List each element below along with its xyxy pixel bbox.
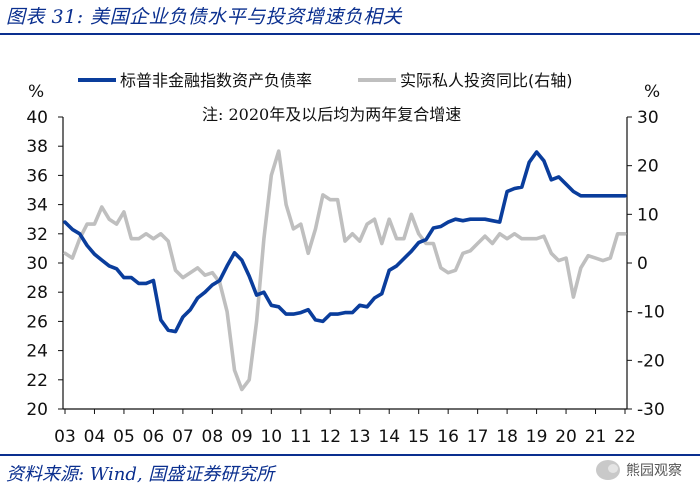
x-axis-tick-label: 21 <box>585 427 607 447</box>
x-axis-tick-label: 19 <box>526 427 548 447</box>
legend-label-investment: 实际私人投资同比(右轴) <box>400 71 573 90</box>
right-axis-tick-label: -10 <box>637 303 665 323</box>
source-note: 资料来源: Wind, 国盛证券研究所 <box>6 464 275 485</box>
legend-label-leverage: 标普非金融指数资产负债率 <box>120 71 312 90</box>
watermark: 熊园观察 <box>596 460 682 480</box>
x-axis-tick-label: 15 <box>408 427 430 447</box>
x-axis-tick-label: 22 <box>614 427 636 447</box>
left-axis-unit: % <box>28 82 44 102</box>
chart-annotation: 注: 2020年及以后均为两年复合增速 <box>202 105 461 124</box>
x-axis-tick-label: 14 <box>378 427 400 447</box>
x-axis-tick-label: 13 <box>349 427 371 447</box>
left-axis-tick-label: 36 <box>26 166 48 186</box>
left-axis-tick-label: 34 <box>26 196 48 216</box>
left-axis-tick-label: 24 <box>26 342 48 362</box>
watermark-label: 熊园观察 <box>626 463 682 479</box>
x-axis-tick-label: 06 <box>143 427 165 447</box>
x-axis-tick-label: 09 <box>231 427 253 447</box>
x-axis-tick-label: 16 <box>437 427 459 447</box>
left-axis-tick-label: 38 <box>26 137 48 157</box>
figure-title: 图表 31: 美国企业负债水平与投资增速负相关 <box>6 6 403 28</box>
left-axis-tick-label: 26 <box>26 312 48 332</box>
title-rule <box>0 33 700 35</box>
x-axis-tick-label: 07 <box>172 427 194 447</box>
left-axis-tick-label: 22 <box>26 371 48 391</box>
series-line-leverage <box>63 150 627 334</box>
x-axis-tick-label: 11 <box>290 427 312 447</box>
left-axis-tick-label: 28 <box>26 283 48 303</box>
x-axis-tick-label: 05 <box>113 427 135 447</box>
x-axis-tick-label: 18 <box>496 427 518 447</box>
right-axis-unit: % <box>644 82 660 102</box>
x-axis-tick-label: 04 <box>84 427 106 447</box>
left-axis-tick-label: 40 <box>26 108 48 128</box>
left-axis-tick-label: 20 <box>26 400 48 420</box>
right-axis-tick-label: -20 <box>637 351 665 371</box>
left-axis-tick-label: 32 <box>26 225 48 245</box>
left-axis-tick-label: 30 <box>26 254 48 274</box>
right-axis-tick-label: 20 <box>637 157 659 177</box>
x-axis-tick-label: 03 <box>54 427 76 447</box>
x-axis-tick-label: 08 <box>202 427 224 447</box>
right-axis-tick-label: -30 <box>637 400 665 420</box>
right-axis-tick-label: 10 <box>637 205 659 225</box>
series-line-investment <box>63 149 627 392</box>
x-axis-tick-label: 10 <box>260 427 282 447</box>
x-axis-tick-label: 17 <box>467 427 489 447</box>
x-axis-tick-label: 12 <box>319 427 341 447</box>
wechat-icon <box>596 460 620 480</box>
source-rule <box>0 454 700 456</box>
right-axis-tick-label: 30 <box>637 108 659 128</box>
x-axis-tick-label: 20 <box>555 427 577 447</box>
right-axis-tick-label: 0 <box>637 254 648 274</box>
